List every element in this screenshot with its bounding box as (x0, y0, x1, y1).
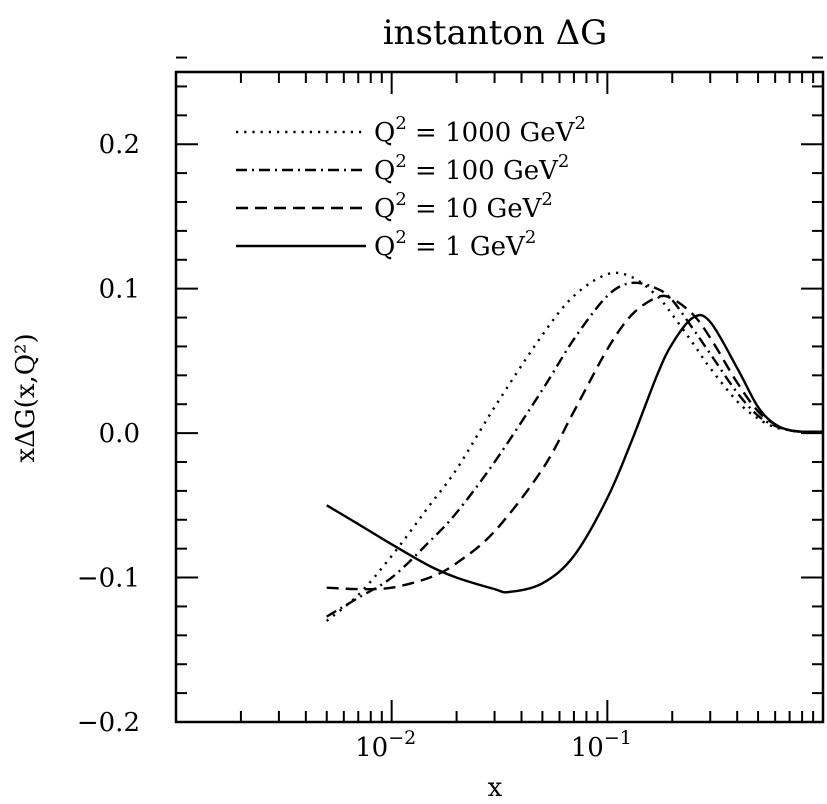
x-axis-label: x (488, 773, 503, 803)
series-line-solid (326, 313, 824, 594)
y-tick-label: 0.1 (99, 275, 140, 305)
chart-title: instanton ΔG (383, 13, 608, 53)
legend-label: Q2 = 10 GeV2 (374, 189, 553, 224)
y-tick-label: 0.2 (99, 130, 140, 160)
series-line-dashdot (326, 281, 824, 618)
x-tick-labels: 10−2 10−1 (355, 727, 632, 763)
axis-ticks (175, 56, 823, 723)
legend-label: Q2 = 100 GeV2 (374, 151, 569, 186)
y-tick-label: −0.2 (77, 708, 140, 738)
legend-label: Q2 = 1 GeV2 (374, 227, 536, 262)
y-tick-label: −0.1 (77, 564, 140, 594)
x-tick-label: 10−2 (355, 727, 416, 763)
series-layer (325, 271, 824, 622)
y-tick-label: 0.0 (99, 419, 140, 449)
x-tick-label: 10−1 (571, 727, 632, 763)
y-tick-labels: 0.2 0.1 0.0 −0.1 −0.2 (77, 130, 140, 738)
y-axis-label: xΔG(x,Q²) (11, 333, 41, 462)
plot-frame (174, 70, 825, 724)
legend-label: Q2 = 1000 GeV2 (374, 113, 586, 148)
series-line-dotted (325, 271, 824, 622)
